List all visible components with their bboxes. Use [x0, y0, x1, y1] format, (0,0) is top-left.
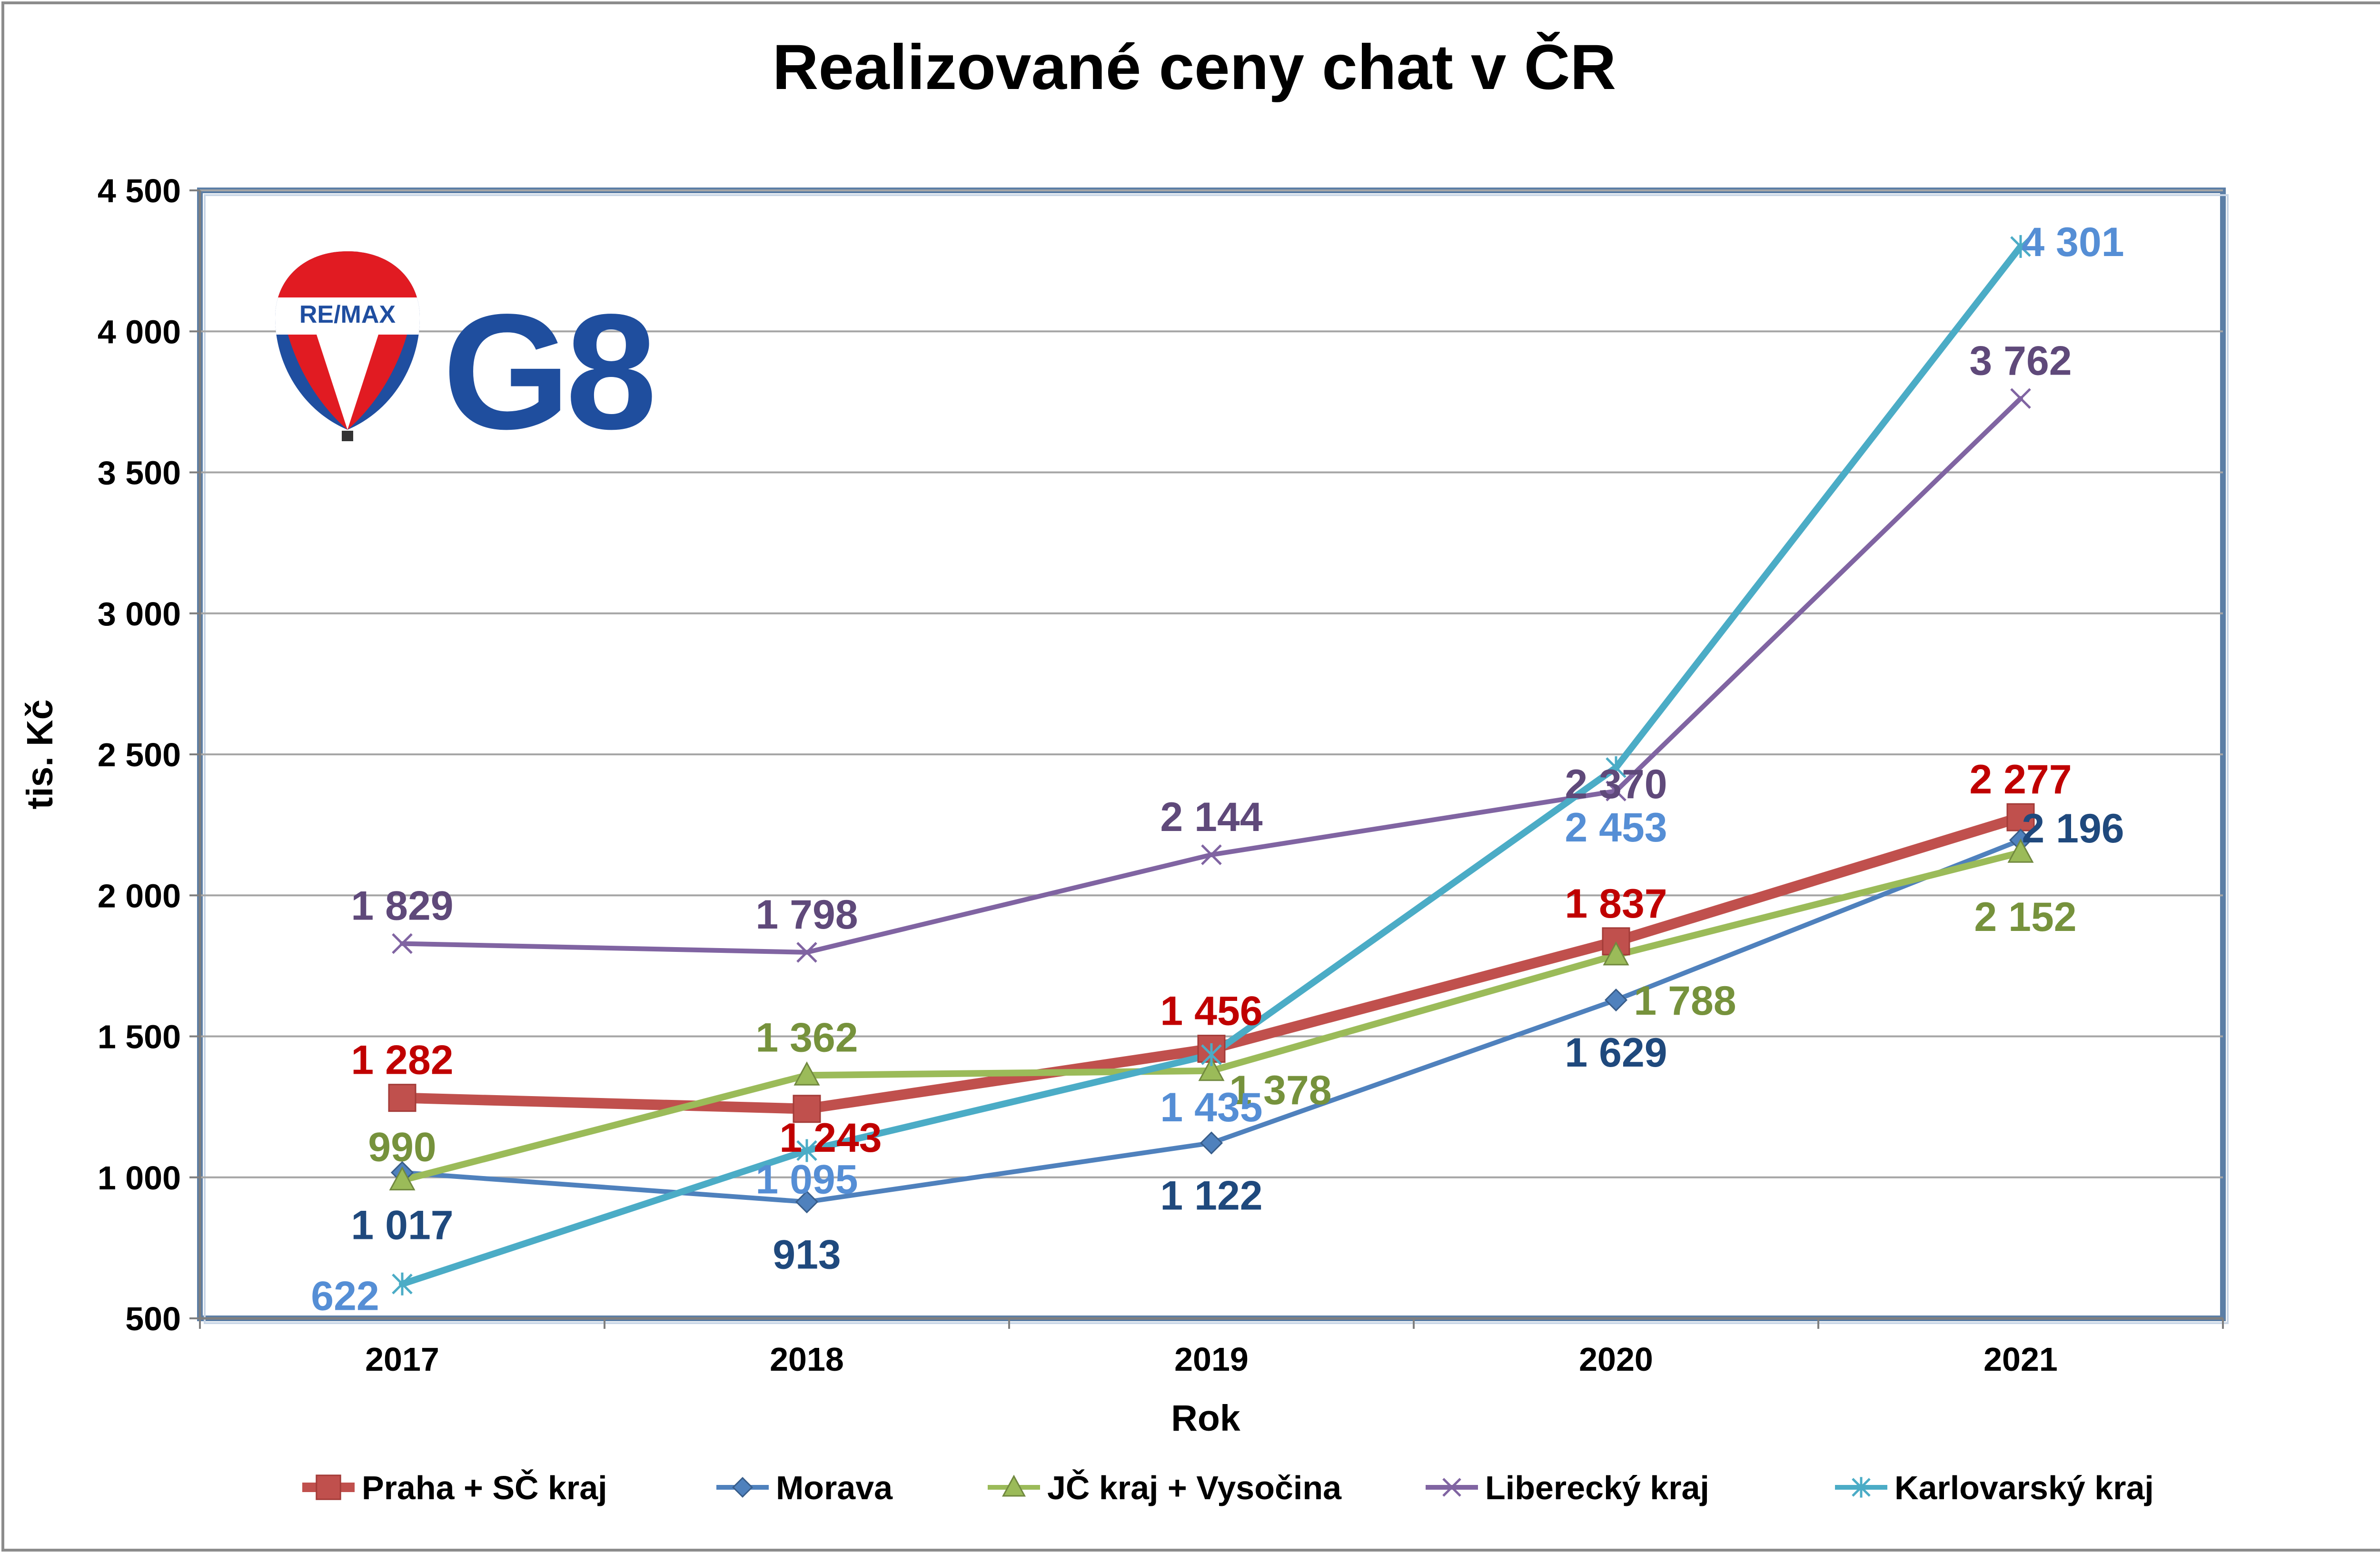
legend-label: JČ kraj + Vysočina [1047, 1469, 1342, 1506]
data-label: 4 301 [2022, 219, 2124, 265]
data-point [1198, 1057, 1225, 1081]
data-label: 3 762 [1969, 338, 2072, 384]
x-tick-label: 2021 [1983, 1341, 2058, 1378]
data-point [1603, 941, 1629, 966]
data-point-stroke [1606, 781, 1626, 801]
data-label: 1 829 [351, 883, 453, 929]
data-point [732, 1477, 753, 1498]
data-point [316, 1474, 341, 1500]
balloon-text: RE/MAX [299, 301, 396, 328]
data-point [2007, 839, 2034, 863]
y-tick-label: 1 500 [98, 1019, 181, 1056]
data-label: 1 362 [755, 1015, 858, 1060]
data-point-stroke [1442, 1478, 1461, 1497]
data-labels: 1 282 1 243 1 456 1 837 2 277 1 017 913 1 122 1 … [311, 219, 2124, 1319]
data-point [1604, 988, 1628, 1012]
series-markers [388, 235, 2035, 1296]
data-label: 2 370 [1565, 762, 1667, 807]
data-label: 1 017 [351, 1203, 453, 1248]
data-point-stroke [2010, 388, 2031, 409]
x-tick-label: 2019 [1174, 1341, 1249, 1378]
x-tick-labels: 2017 2018 2019 2020 2021 [365, 1341, 2058, 1378]
y-tick-label: 2 000 [98, 877, 181, 914]
data-label: 1 122 [1160, 1173, 1262, 1218]
y-tick-labels: 500 1 000 1 500 2 000 2 500 3 000 3 500 4 000 4 … [98, 172, 181, 1337]
data-label: 1 837 [1565, 881, 1667, 927]
axes [189, 189, 2224, 1329]
data-label: 990 [368, 1125, 436, 1170]
data-point [1606, 781, 1626, 801]
y-tick-label: 3 500 [98, 455, 181, 492]
legend-label: Karlovarský kraj [1894, 1469, 2154, 1506]
y-tick-label: 3 000 [98, 595, 181, 633]
legend-label: Liberecký kraj [1485, 1469, 1709, 1506]
data-label: 1 798 [755, 892, 858, 938]
x-tick-label: 2017 [365, 1341, 439, 1378]
data-label: 2 144 [1160, 794, 1262, 840]
x-tick-label: 2018 [770, 1341, 844, 1378]
legend-label: Morava [776, 1469, 893, 1506]
data-label: 622 [311, 1274, 379, 1319]
data-label: 1 788 [1634, 978, 1736, 1024]
data-label: 1 378 [1229, 1068, 1331, 1113]
data-point-stroke [796, 942, 817, 963]
data-label: 913 [773, 1232, 841, 1277]
data-point-stroke [1201, 844, 1222, 865]
data-label: 1 243 [779, 1115, 882, 1161]
remax-g8-logo: RE/MAX G8 [275, 251, 658, 464]
data-point [795, 1190, 819, 1214]
data-point [392, 1272, 413, 1296]
data-point-stroke [392, 933, 413, 954]
data-label: 1 435 [1160, 1085, 1262, 1130]
y-tick-label: 4 000 [98, 313, 181, 350]
data-point [793, 1061, 820, 1086]
data-point [1442, 1478, 1461, 1497]
data-label: 1 629 [1565, 1030, 1667, 1076]
legend: Praha + SČ kraj Morava JČ kraj + Vysočina L… [302, 1469, 2154, 1506]
x-axis-title: Rok [1171, 1398, 1240, 1439]
data-point [389, 1166, 416, 1191]
data-point [392, 933, 413, 954]
data-label: 2 196 [2022, 806, 2124, 851]
data-point [793, 1095, 821, 1123]
data-label: 1 456 [1160, 989, 1262, 1034]
data-point [1852, 1477, 1871, 1498]
y-tick-label: 1 000 [98, 1159, 181, 1197]
data-point [796, 1139, 817, 1162]
data-point [2006, 803, 2035, 831]
data-label: 2 453 [1565, 805, 1667, 851]
x-tick-label: 2020 [1579, 1341, 1653, 1378]
data-label: 2 152 [1974, 894, 2076, 940]
data-point [2010, 235, 2031, 258]
chart-title: Realizované ceny chat v ČR [773, 32, 1616, 103]
data-point [1201, 1043, 1222, 1067]
y-tick-label: 2 500 [98, 736, 181, 773]
data-point [1002, 1474, 1026, 1497]
data-point [2010, 388, 2031, 409]
brand-text: G8 [443, 280, 653, 464]
data-point [1201, 844, 1222, 865]
legend-label: Praha + SČ kraj [362, 1469, 607, 1506]
y-tick-label: 4 500 [98, 172, 181, 209]
data-point [1606, 756, 1626, 779]
data-label: 1 282 [351, 1038, 453, 1083]
data-point [796, 942, 817, 963]
y-axis-title: tis. Kč [20, 699, 60, 809]
data-label: 2 277 [1969, 757, 2072, 802]
data-label: 1 095 [755, 1157, 858, 1202]
y-tick-label: 500 [125, 1300, 181, 1337]
data-point [1200, 1131, 1223, 1155]
data-point [388, 1084, 416, 1112]
remax-balloon-icon: RE/MAX [275, 251, 420, 441]
